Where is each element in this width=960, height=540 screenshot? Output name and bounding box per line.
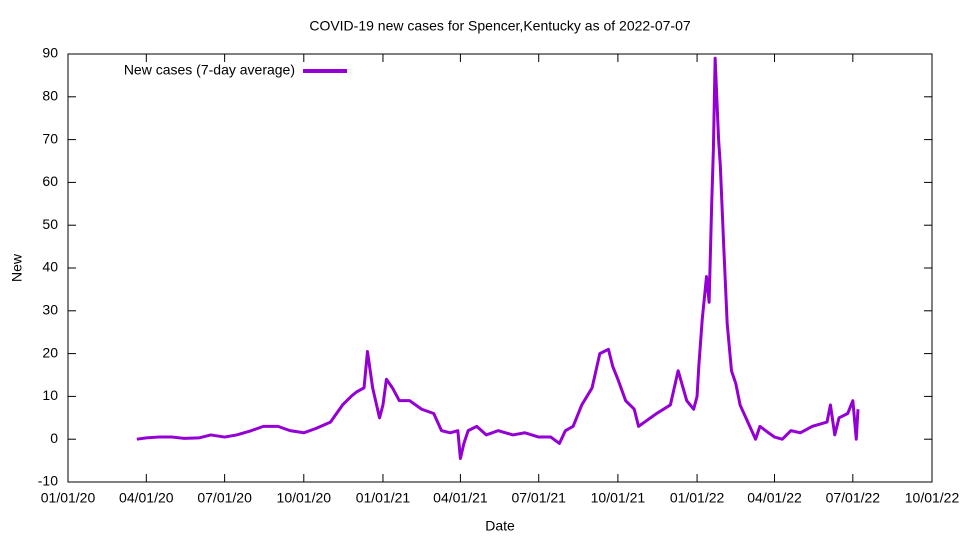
legend-label: New cases (7-day average) <box>124 62 295 78</box>
x-tick-label: 04/01/20 <box>119 490 174 506</box>
y-tick-label: 30 <box>42 302 58 318</box>
x-tick-label: 10/01/22 <box>905 490 960 506</box>
x-tick-label: 04/01/21 <box>433 490 488 506</box>
series-line <box>136 56 860 460</box>
x-tick-label: 01/01/22 <box>670 490 725 506</box>
x-tick-label: 01/01/20 <box>41 490 96 506</box>
y-tick-label: 40 <box>42 259 58 275</box>
chart-title: COVID-19 new cases for Spencer,Kentucky … <box>309 18 691 34</box>
plot-border <box>67 53 933 483</box>
y-axis-label: New <box>9 253 25 282</box>
x-axis-label: Date <box>485 518 515 534</box>
y-tick-label: 20 <box>42 344 58 360</box>
y-tick-label: 80 <box>42 88 58 104</box>
y-tick-label: 60 <box>42 173 58 189</box>
y-tick-label: 70 <box>42 130 58 146</box>
x-tick-label: 07/01/22 <box>826 490 881 506</box>
x-tick-label: 07/01/20 <box>197 490 252 506</box>
y-tick-label: -10 <box>38 473 58 489</box>
x-tick-label: 10/01/20 <box>277 490 332 506</box>
x-tick-label: 07/01/21 <box>511 490 566 506</box>
y-tick-label: 10 <box>42 387 58 403</box>
x-tick-label: 01/01/21 <box>356 490 411 506</box>
y-tick-label: 0 <box>50 430 58 446</box>
y-tick-label: 50 <box>42 216 58 232</box>
x-tick-label: 10/01/21 <box>591 490 646 506</box>
x-tick-label: 04/01/22 <box>747 490 802 506</box>
y-tick-label: 90 <box>42 45 58 61</box>
